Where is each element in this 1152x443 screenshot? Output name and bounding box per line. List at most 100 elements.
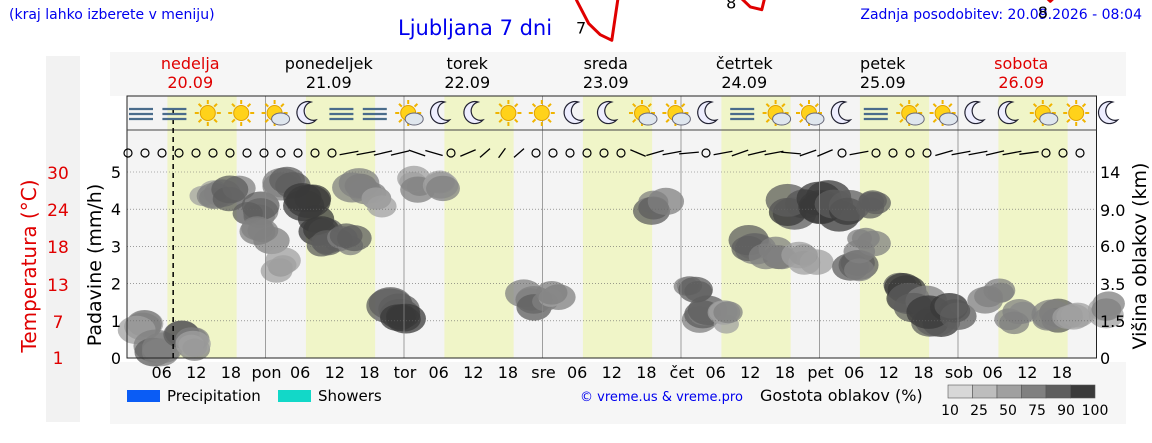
calm-wind-symbol — [140, 148, 150, 158]
moon-icon — [463, 100, 485, 125]
x-hour-tick: 18 — [775, 363, 795, 382]
calm-wind-symbol — [446, 148, 456, 158]
day-date: 26.09 — [998, 73, 1044, 92]
partly-cloudy-icon — [796, 100, 825, 126]
x-day-abbr: sob — [945, 363, 973, 382]
calm-wind-symbol — [922, 148, 932, 158]
x-hour-tick: 06 — [982, 363, 1002, 382]
cloud-density-blob — [1002, 298, 1036, 325]
cloud-height-axis-label: Višina oblakov (km) — [1129, 163, 1151, 350]
day-date: 20.09 — [167, 73, 213, 92]
moon-icon — [697, 100, 719, 125]
calm-wind-symbol — [327, 148, 337, 158]
fog-icon — [362, 107, 387, 121]
cloud-density-blob — [211, 175, 249, 204]
cloud-density-blob — [247, 219, 279, 243]
calm-wind-symbol — [225, 148, 235, 158]
wind-barb — [479, 148, 491, 158]
calm-wind-symbol — [837, 148, 847, 158]
cloud-density-swatch — [1070, 384, 1096, 399]
x-hour-tick: 06 — [151, 363, 171, 382]
partly-cloudy-icon — [1029, 100, 1059, 126]
x-day-abbr: čet — [670, 363, 695, 382]
cloud-density-blob — [265, 247, 301, 274]
wind-barb — [373, 150, 393, 156]
cloud-density-blob — [647, 187, 685, 216]
precip-tick: 3 — [111, 237, 121, 256]
plot-frame — [126, 95, 1097, 359]
x-hour-tick: 06 — [705, 363, 725, 382]
partly-cloudy-icon — [629, 100, 658, 126]
fog-icon — [863, 107, 888, 121]
calm-wind-symbol — [531, 148, 541, 158]
wind-barb — [935, 149, 953, 157]
x-hour-tick: 06 — [844, 363, 864, 382]
partly-cloudy-icon — [261, 100, 291, 126]
wind-barb — [425, 149, 443, 157]
wind-barb — [713, 150, 733, 156]
partly-cloudy-icon — [762, 100, 792, 126]
partly-cloudy-icon — [395, 100, 424, 126]
x-day-abbr: pet — [807, 363, 833, 382]
showers-legend-swatch — [278, 390, 311, 402]
moon-icon — [1097, 100, 1120, 125]
cloud-density-tick: 75 — [1028, 403, 1046, 419]
day-name: sobota — [994, 54, 1048, 73]
temp-axis-label: Temperatura (°C) — [17, 179, 41, 353]
precip-tick: 0 — [111, 349, 121, 368]
cloud-height-tick: 9.0 — [1100, 201, 1125, 220]
precip-tick: 2 — [111, 275, 121, 294]
cloud-density-blob — [799, 249, 834, 275]
cloud-density-swatch — [947, 384, 973, 399]
moon-icon — [830, 100, 853, 125]
x-day-abbr: pon — [251, 363, 281, 382]
x-hour-tick: 12 — [463, 363, 483, 382]
wind-barb — [460, 149, 476, 157]
cloud-density-swatch — [972, 384, 998, 399]
temperature-line — [574, 0, 1054, 42]
calm-wind-symbol — [276, 148, 286, 158]
wind-barb — [849, 150, 869, 156]
calm-wind-symbol — [701, 148, 711, 158]
temp-tick: 30 — [47, 164, 69, 184]
cloud-density-tick: 50 — [999, 403, 1017, 419]
precip-tick: 1 — [111, 312, 121, 331]
calm-wind-symbol — [310, 148, 320, 158]
wind-barb — [498, 147, 506, 159]
calm-wind-symbol — [259, 148, 269, 158]
cloud-density-blob — [934, 293, 968, 319]
x-hour-tick: 18 — [913, 363, 933, 382]
cloud-density-blob — [175, 330, 211, 358]
cloud-density-swatch — [996, 384, 1022, 399]
calm-wind-symbol — [616, 148, 626, 158]
temperature-label: 9 — [438, 0, 448, 4]
calm-wind-symbol — [208, 148, 218, 158]
partly-cloudy-icon — [662, 100, 691, 126]
wind-barb — [968, 150, 988, 156]
fog-icon — [730, 107, 755, 121]
sun-icon — [1063, 100, 1090, 126]
x-hour-tick: 06 — [567, 363, 587, 382]
day-date: 25.09 — [860, 73, 906, 92]
x-hour-tick: 18 — [498, 363, 518, 382]
cloud-density-blob — [426, 175, 460, 202]
calm-wind-symbol — [242, 148, 252, 158]
calm-wind-symbol — [548, 148, 558, 158]
moon-icon — [997, 100, 1020, 125]
moon-icon — [563, 100, 586, 125]
daylight-background — [582, 96, 653, 358]
calm-wind-symbol — [1058, 148, 1068, 158]
wind-barb — [731, 149, 749, 157]
daylight-background — [167, 96, 237, 358]
wind-barb — [630, 149, 646, 157]
cloud-density-blob — [337, 225, 372, 252]
sun-icon — [528, 100, 555, 126]
day-date: 23.09 — [583, 73, 629, 92]
day-name: četrtek — [716, 54, 774, 73]
partly-cloudy-icon — [929, 100, 959, 126]
cloud-density-blob — [535, 280, 568, 305]
cloud-density-blob — [844, 258, 875, 282]
location-note[interactable]: (kraj lahko izberete v meniju) — [9, 7, 215, 23]
cloud-density-tick: 25 — [970, 403, 988, 419]
